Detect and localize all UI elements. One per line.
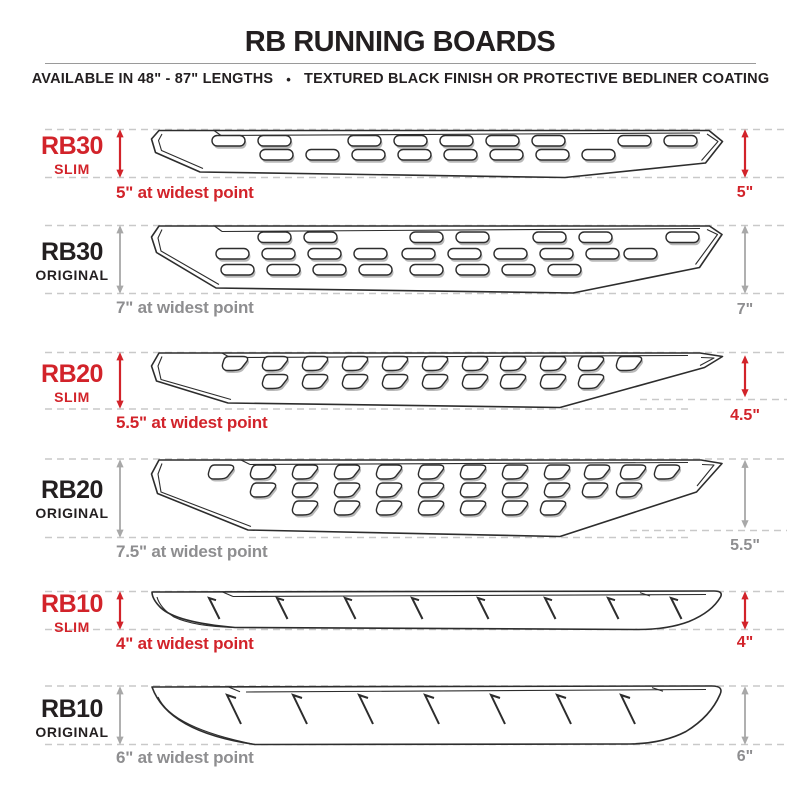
rb10-original-label: RB10 ORIGINAL: [2, 695, 142, 740]
subtitle-lengths: AVAILABLE IN 48" - 87" LENGTHS: [31, 71, 274, 87]
rb20-slim-right-dimension-arrow: [741, 355, 749, 398]
subtitle-finish: TEXTURED BLACK FINISH OR PROTECTIVE BEDL…: [304, 71, 770, 87]
rb30-slim-right-dimension-arrow: [741, 129, 749, 178]
rb20-slim-board-drawing: [116, 352, 749, 409]
model-name: RB20: [41, 476, 103, 504]
rb20-original-right-dim: 5.5": [730, 537, 760, 554]
rb20-slim-widest-label: 5.5" at widest point: [116, 413, 268, 432]
bullet-separator: •: [286, 71, 292, 87]
model-name: RB10: [41, 590, 103, 618]
rb30-slim-widest-label: 5" at widest point: [116, 183, 254, 202]
rb10-original-widest-label: 6" at widest point: [116, 748, 254, 767]
rb30-slim-left-dimension-arrow: [116, 129, 124, 178]
rb20-slim-left-dimension-arrow: [116, 352, 124, 409]
rb30-original-widest-label: 7" at widest point: [116, 298, 254, 317]
rb10-original-right-dimension-arrow: [741, 686, 749, 745]
rb20-original-left-dimension-arrow: [116, 459, 124, 538]
model-variant: SLIM: [54, 389, 90, 405]
rb20-original-widest-label: 7.5" at widest point: [116, 542, 268, 561]
rb30-original-right-dimension-arrow: [741, 225, 749, 294]
model-name: RB30: [41, 238, 103, 266]
model-name: RB20: [41, 360, 103, 388]
page-title: RB RUNNING BOARDS: [244, 26, 556, 58]
rb10-slim-board-drawing: [116, 590, 749, 631]
rb10-slim-label: RB10 SLIM: [2, 590, 142, 635]
model-variant: ORIGINAL: [35, 267, 109, 283]
title-divider: [45, 63, 756, 64]
model-name: RB10: [41, 695, 103, 723]
rb30-slim-label: RB30 SLIM: [2, 132, 142, 177]
rb10-original-left-dimension-arrow: [116, 686, 124, 745]
rb30-original-board-drawing: [116, 225, 749, 294]
model-name: RB30: [41, 132, 103, 160]
rb30-original-right-dim: 7": [736, 301, 754, 318]
rb30-slim-board-drawing: [116, 129, 749, 179]
rb20-slim-right-dim: 4.5": [730, 407, 760, 424]
subtitle: AVAILABLE IN 48" - 87" LENGTHS • TEXTURE…: [32, 71, 769, 87]
rb30-original-label: RB30 ORIGINAL: [2, 238, 142, 283]
rb20-original-board-drawing: [116, 459, 749, 538]
rb10-slim-left-dimension-arrow: [116, 591, 124, 630]
rb10-original-board-drawing: [116, 685, 749, 746]
model-variant: SLIM: [54, 161, 90, 177]
rb30-slim-right-dim: 5": [736, 184, 754, 201]
rb10-original-right-dim: 6": [736, 748, 754, 765]
rb10-slim-widest-label: 4" at widest point: [116, 634, 254, 653]
rb20-slim-label: RB20 SLIM: [2, 360, 142, 405]
rb10-slim-right-dimension-arrow: [741, 591, 749, 630]
model-variant: ORIGINAL: [35, 724, 109, 740]
model-variant: SLIM: [54, 619, 90, 635]
model-variant: ORIGINAL: [35, 505, 109, 521]
rb20-original-label: RB20 ORIGINAL: [2, 476, 142, 521]
rb10-slim-right-dim: 4": [736, 634, 754, 651]
rb30-original-left-dimension-arrow: [116, 225, 124, 294]
rb20-original-right-dimension-arrow: [741, 459, 749, 529]
